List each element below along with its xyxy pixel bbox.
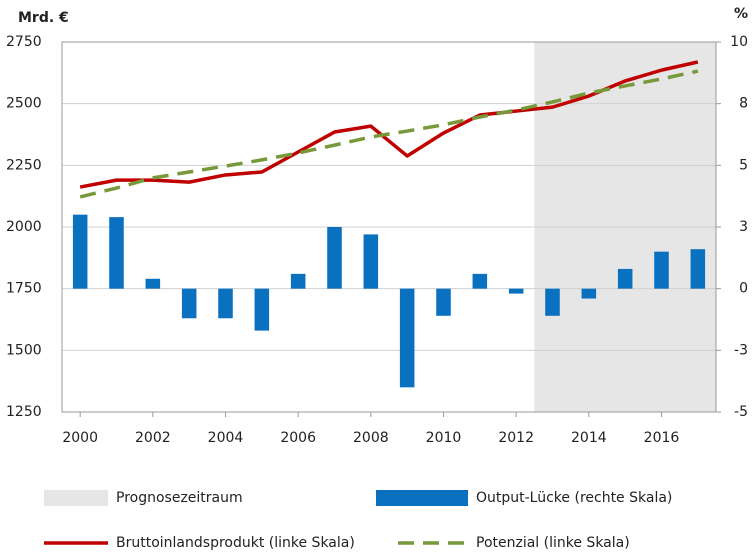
x-tick-label: 2000 — [62, 430, 98, 446]
plot-frame — [61, 41, 717, 413]
bar — [617, 268, 633, 289]
y2-tick-label: 3 — [739, 219, 748, 235]
y2-tick-label: 5 — [739, 157, 748, 173]
bar — [72, 214, 88, 289]
legend-swatch — [376, 490, 468, 506]
y2-tick-label: -3 — [734, 342, 748, 358]
y-tick-label: 2250 — [6, 157, 42, 173]
bar — [290, 273, 306, 289]
y-tick-label: 2000 — [6, 219, 42, 235]
y-tick-label: 1500 — [6, 342, 42, 358]
bar — [690, 249, 706, 289]
x-tick-label: 2012 — [498, 430, 534, 446]
bar — [581, 288, 597, 299]
bar — [472, 273, 488, 289]
bar — [399, 288, 415, 388]
y-tick-label: 1750 — [6, 281, 42, 297]
y2-tick-label: -5 — [734, 404, 748, 420]
y2-tick-label: 10 — [730, 34, 748, 50]
bar — [181, 288, 197, 319]
y2-tick-label: 8 — [739, 96, 748, 112]
bar — [218, 288, 233, 319]
legend-label: Potenzial (linke Skala) — [476, 535, 630, 551]
x-tick-label: 2016 — [644, 430, 680, 446]
bar — [545, 288, 560, 316]
x-tick-label: 2014 — [571, 430, 607, 446]
legend-label: Prognosezeitraum — [116, 490, 243, 506]
y-tick-label: 2750 — [6, 34, 42, 50]
line-series — [79, 69, 699, 199]
x-tick-label: 2004 — [208, 430, 244, 446]
bar — [363, 234, 379, 289]
y-tick-label: 1250 — [6, 404, 42, 420]
legend-swatch — [44, 490, 108, 506]
bar — [254, 288, 270, 331]
y2-tick-label: 0 — [739, 281, 748, 297]
bar — [327, 227, 342, 289]
bar — [508, 288, 524, 294]
y-axis-label: Mrd. € — [18, 10, 69, 26]
y2-axis-label: % — [734, 6, 748, 22]
x-tick-label: 2010 — [426, 430, 462, 446]
bar — [109, 217, 124, 289]
bar — [145, 278, 161, 289]
x-tick-label: 2002 — [135, 430, 171, 446]
x-tick-label: 2006 — [280, 430, 316, 446]
x-tick-label: 2008 — [353, 430, 389, 446]
bar — [654, 251, 669, 289]
legend-label: Output-Lücke (rechte Skala) — [476, 490, 672, 506]
legend-label: Bruttoinlandsprodukt (linke Skala) — [116, 535, 355, 551]
y-tick-label: 2500 — [6, 96, 42, 112]
bar — [436, 288, 451, 316]
